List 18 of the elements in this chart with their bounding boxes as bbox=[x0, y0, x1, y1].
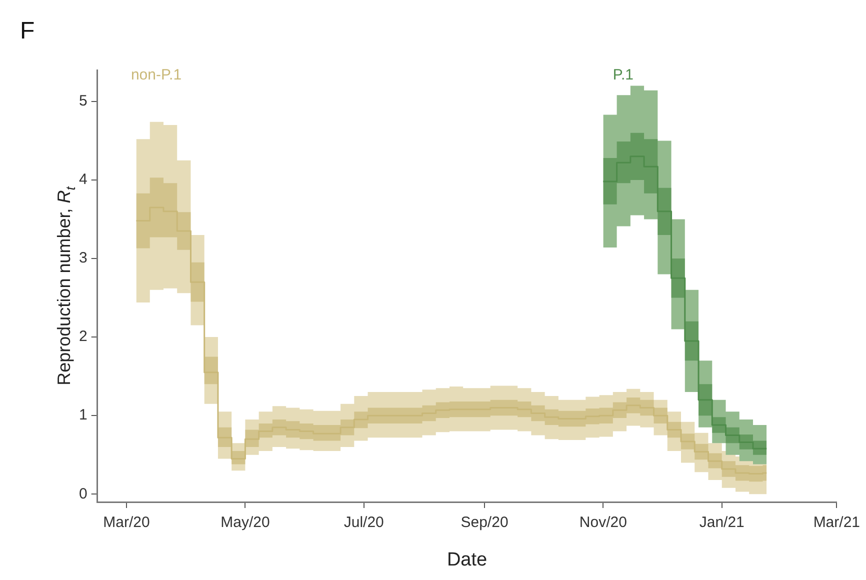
text: P.1 bbox=[612, 66, 634, 84]
chart-title: F bbox=[20, 18, 35, 45]
x-axis-title: Date bbox=[446, 550, 488, 571]
y-tick-label: 0 bbox=[79, 485, 88, 502]
x-tick-label: Mar/21 bbox=[813, 514, 860, 532]
x-tick-label: Sep/20 bbox=[460, 514, 508, 532]
y-axis-title: Reproduction number, Rt bbox=[54, 185, 78, 386]
x-tick-label: Mar/20 bbox=[103, 514, 150, 532]
y-tick-label: 5 bbox=[79, 92, 88, 110]
x-tick-label: Jul/20 bbox=[344, 514, 384, 532]
x-tick-label: Jan/21 bbox=[699, 514, 744, 532]
text: non-P.1 bbox=[130, 66, 182, 84]
y-tick-label: 1 bbox=[79, 406, 88, 424]
y-tick-label: 4 bbox=[79, 171, 88, 188]
x-tick-label: May/20 bbox=[220, 514, 270, 532]
x-tick-label: Nov/20 bbox=[579, 514, 627, 532]
y-tick-label: 2 bbox=[79, 328, 88, 346]
y-tick-label: 3 bbox=[79, 250, 88, 267]
